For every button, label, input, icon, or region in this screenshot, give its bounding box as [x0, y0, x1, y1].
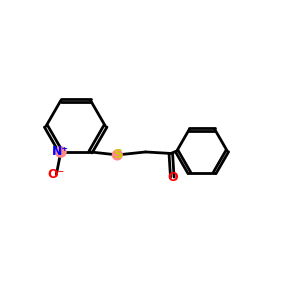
Text: N⁺: N⁺: [52, 146, 69, 158]
Circle shape: [55, 146, 67, 158]
Text: O⁻: O⁻: [48, 168, 65, 181]
Text: O: O: [167, 171, 178, 184]
Circle shape: [112, 149, 123, 161]
Text: S: S: [113, 148, 122, 161]
